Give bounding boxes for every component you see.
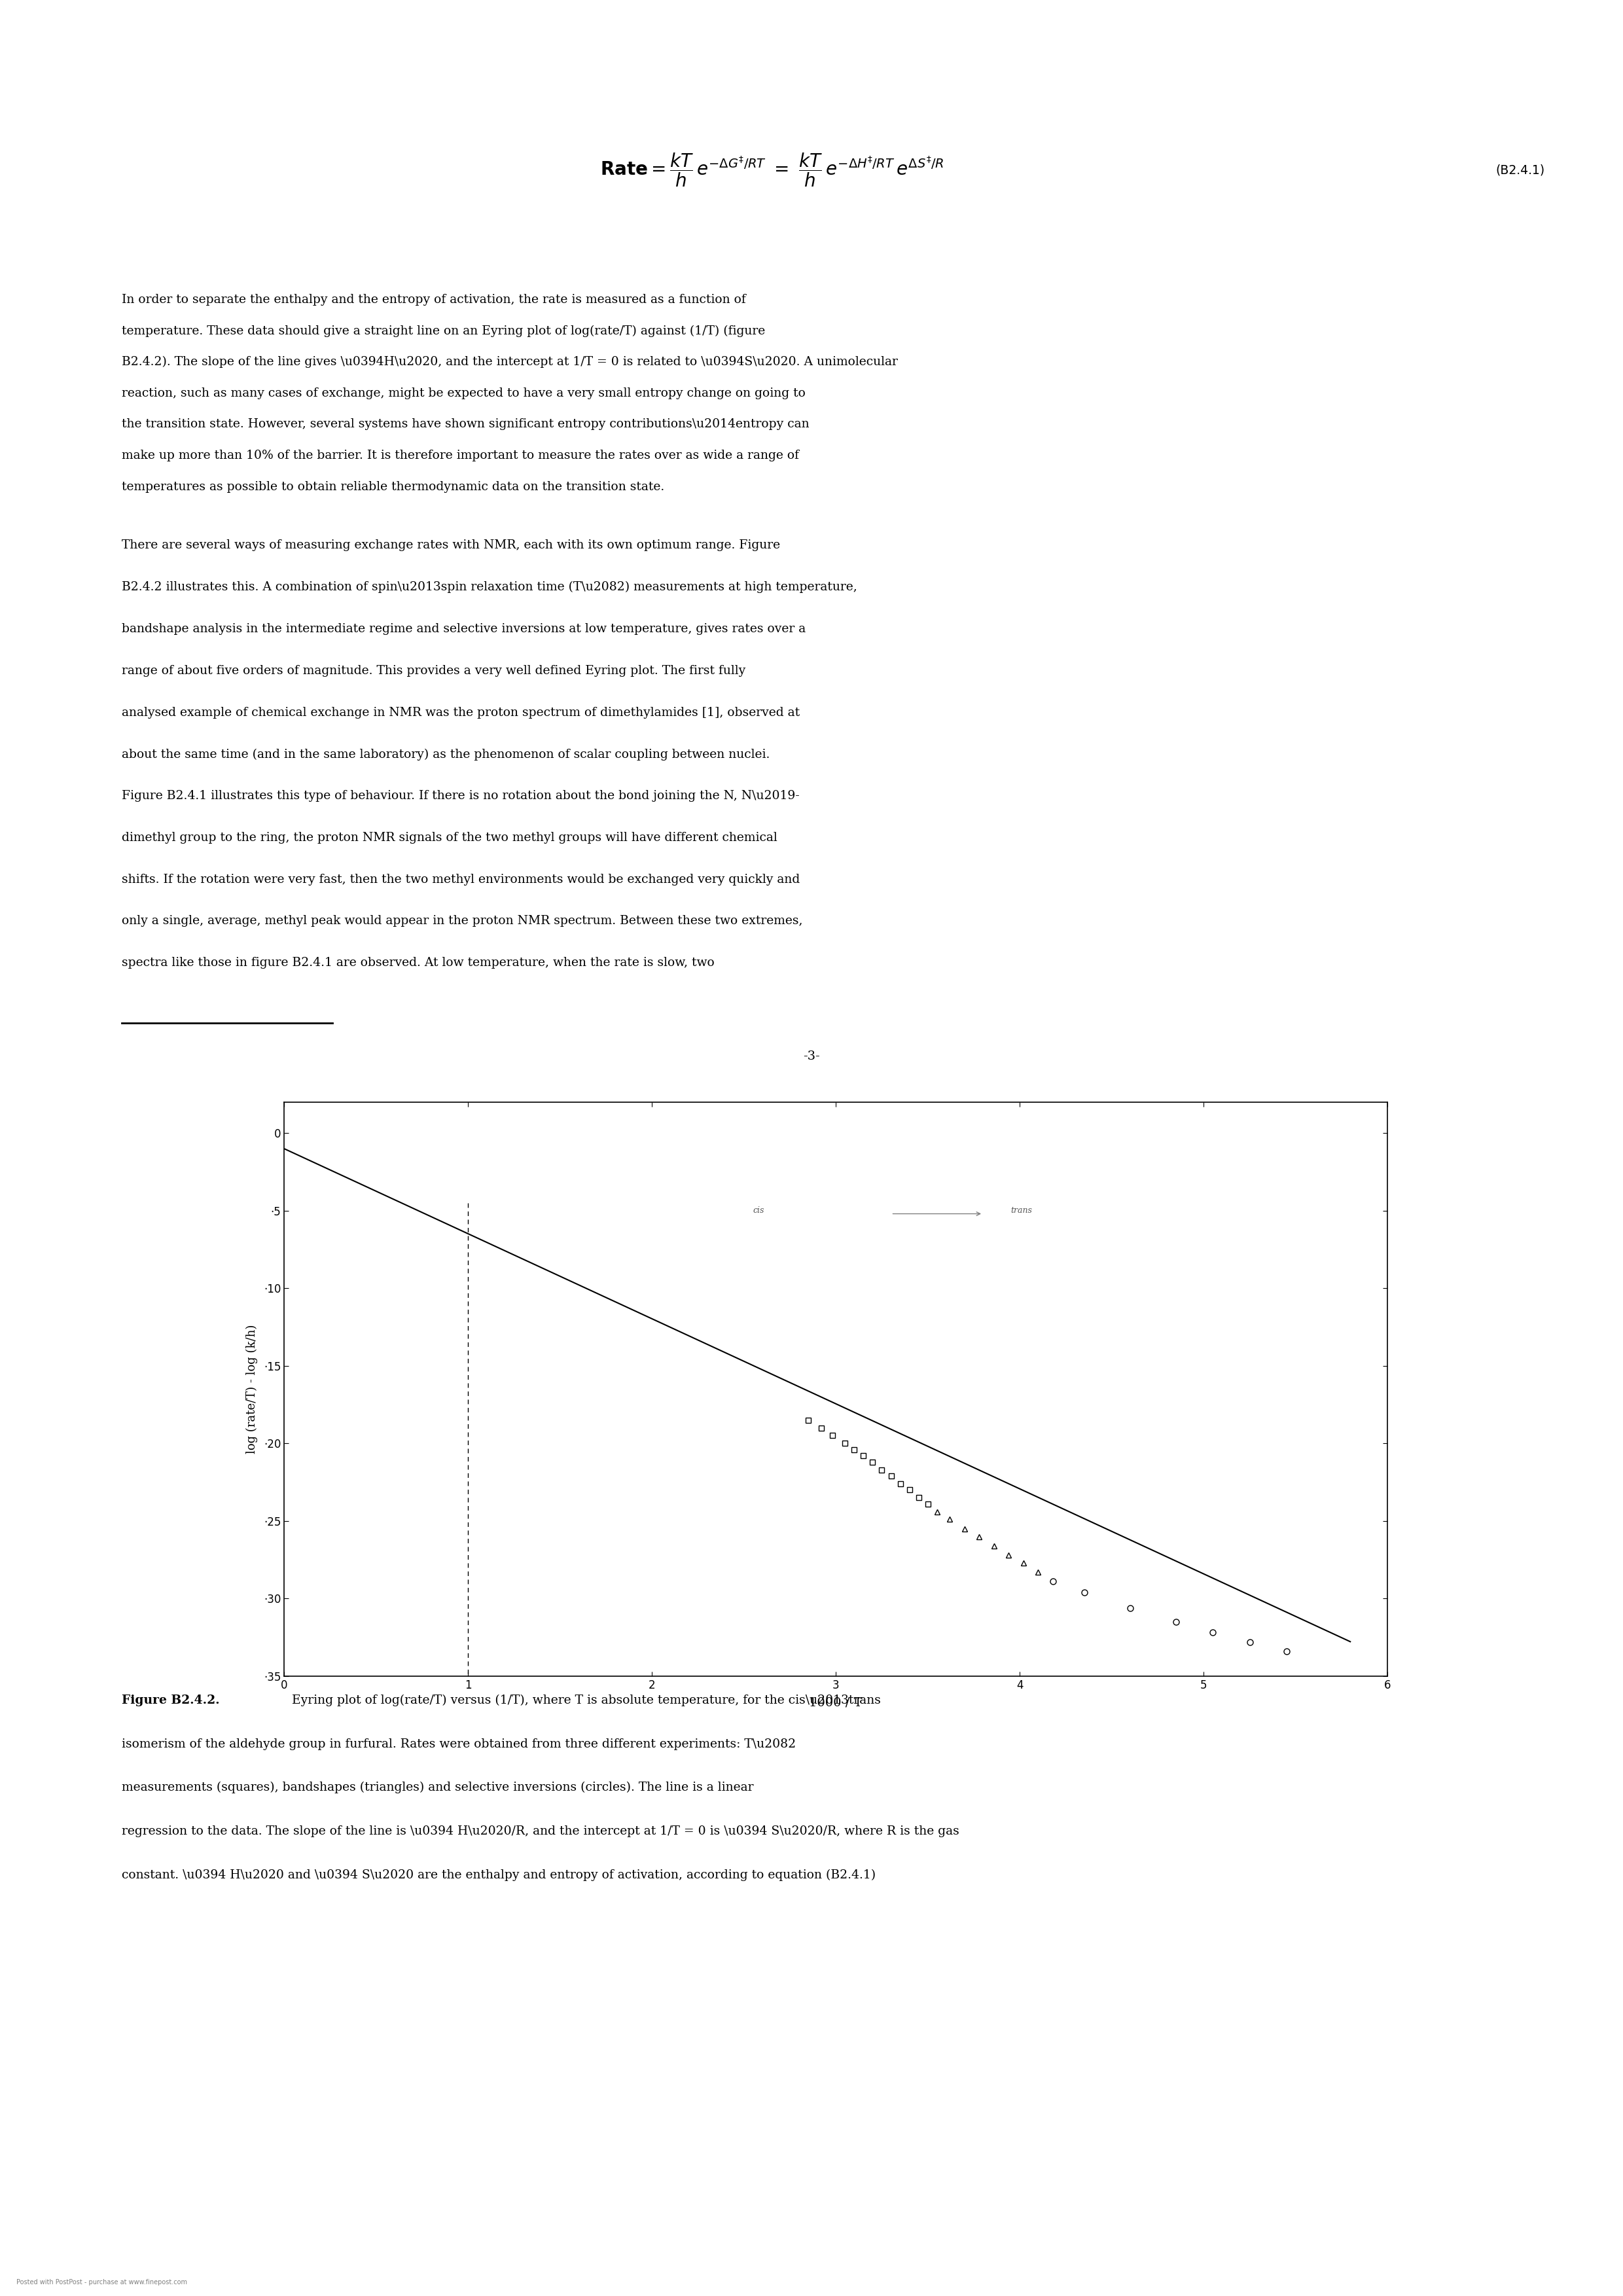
Text: B2.4.2). The slope of the line gives \u0394H\u2020, and the intercept at 1/T = 0: B2.4.2). The slope of the line gives \u0… bbox=[122, 356, 898, 367]
Text: shifts. If the rotation were very fast, then the two methyl environments would b: shifts. If the rotation were very fast, … bbox=[122, 872, 800, 886]
Text: There are several ways of measuring exchange rates with NMR, each with its own o: There are several ways of measuring exch… bbox=[122, 540, 781, 551]
Text: temperatures as possible to obtain reliable thermodynamic data on the transition: temperatures as possible to obtain relia… bbox=[122, 480, 664, 494]
Text: temperature. These data should give a straight line on an Eyring plot of log(rat: temperature. These data should give a st… bbox=[122, 326, 764, 338]
Text: the transition state. However, several systems have shown significant entropy co: the transition state. However, several s… bbox=[122, 418, 810, 429]
Text: $\mathbf{Rate} = \dfrac{kT}{h}\,e^{-\Delta G^{\ddagger}/RT}\ =\ \dfrac{kT}{h}\,e: $\mathbf{Rate} = \dfrac{kT}{h}\,e^{-\Del… bbox=[601, 152, 943, 188]
Text: spectra like those in figure B2.4.1 are observed. At low temperature, when the r: spectra like those in figure B2.4.1 are … bbox=[122, 957, 714, 969]
Text: In order to separate the enthalpy and the entropy of activation, the rate is mea: In order to separate the enthalpy and th… bbox=[122, 294, 747, 305]
Text: (B2.4.1): (B2.4.1) bbox=[1495, 163, 1545, 177]
Text: Figure B2.4.1 illustrates this type of behaviour. If there is no rotation about : Figure B2.4.1 illustrates this type of b… bbox=[122, 790, 800, 801]
Text: about the same time (and in the same laboratory) as the phenomenon of scalar cou: about the same time (and in the same lab… bbox=[122, 748, 769, 760]
Text: Figure B2.4.2.: Figure B2.4.2. bbox=[122, 1694, 219, 1706]
Text: B2.4.2 illustrates this. A combination of spin\u2013spin relaxation time (T\u208: B2.4.2 illustrates this. A combination o… bbox=[122, 581, 857, 592]
Text: bandshape analysis in the intermediate regime and selective inversions at low te: bandshape analysis in the intermediate r… bbox=[122, 622, 805, 634]
Text: Eyring plot of log(rate/T) versus (1/T), where T is absolute temperature, for th: Eyring plot of log(rate/T) versus (1/T),… bbox=[287, 1694, 881, 1706]
Text: reaction, such as many cases of exchange, might be expected to have a very small: reaction, such as many cases of exchange… bbox=[122, 388, 805, 400]
Y-axis label: log (rate/T) - log (k/h): log (rate/T) - log (k/h) bbox=[247, 1325, 258, 1453]
Text: dimethyl group to the ring, the proton NMR signals of the two methyl groups will: dimethyl group to the ring, the proton N… bbox=[122, 831, 777, 843]
Text: analysed example of chemical exchange in NMR was the proton spectrum of dimethyl: analysed example of chemical exchange in… bbox=[122, 707, 800, 719]
Text: isomerism of the aldehyde group in furfural. Rates were obtained from three diff: isomerism of the aldehyde group in furfu… bbox=[122, 1738, 795, 1750]
Text: measurements (squares), bandshapes (triangles) and selective inversions (circles: measurements (squares), bandshapes (tria… bbox=[122, 1782, 753, 1793]
Text: constant. \u0394 H\u2020 and \u0394 S\u2020 are the enthalpy and entropy of acti: constant. \u0394 H\u2020 and \u0394 S\u2… bbox=[122, 1869, 876, 1880]
Text: cis: cis bbox=[753, 1205, 764, 1215]
Text: -3-: -3- bbox=[803, 1049, 820, 1063]
X-axis label: 1000 / T: 1000 / T bbox=[810, 1697, 862, 1708]
Text: trans: trans bbox=[1011, 1205, 1032, 1215]
Text: Posted with PostPost - purchase at www.finepost.com: Posted with PostPost - purchase at www.f… bbox=[16, 2280, 187, 2285]
Text: range of about five orders of magnitude. This provides a very well defined Eyrin: range of about five orders of magnitude.… bbox=[122, 666, 745, 677]
Text: make up more than 10% of the barrier. It is therefore important to measure the r: make up more than 10% of the barrier. It… bbox=[122, 450, 799, 461]
Text: regression to the data. The slope of the line is \u0394 H\u2020/R, and the inter: regression to the data. The slope of the… bbox=[122, 1825, 959, 1837]
Text: only a single, average, methyl peak would appear in the proton NMR spectrum. Bet: only a single, average, methyl peak woul… bbox=[122, 916, 803, 928]
